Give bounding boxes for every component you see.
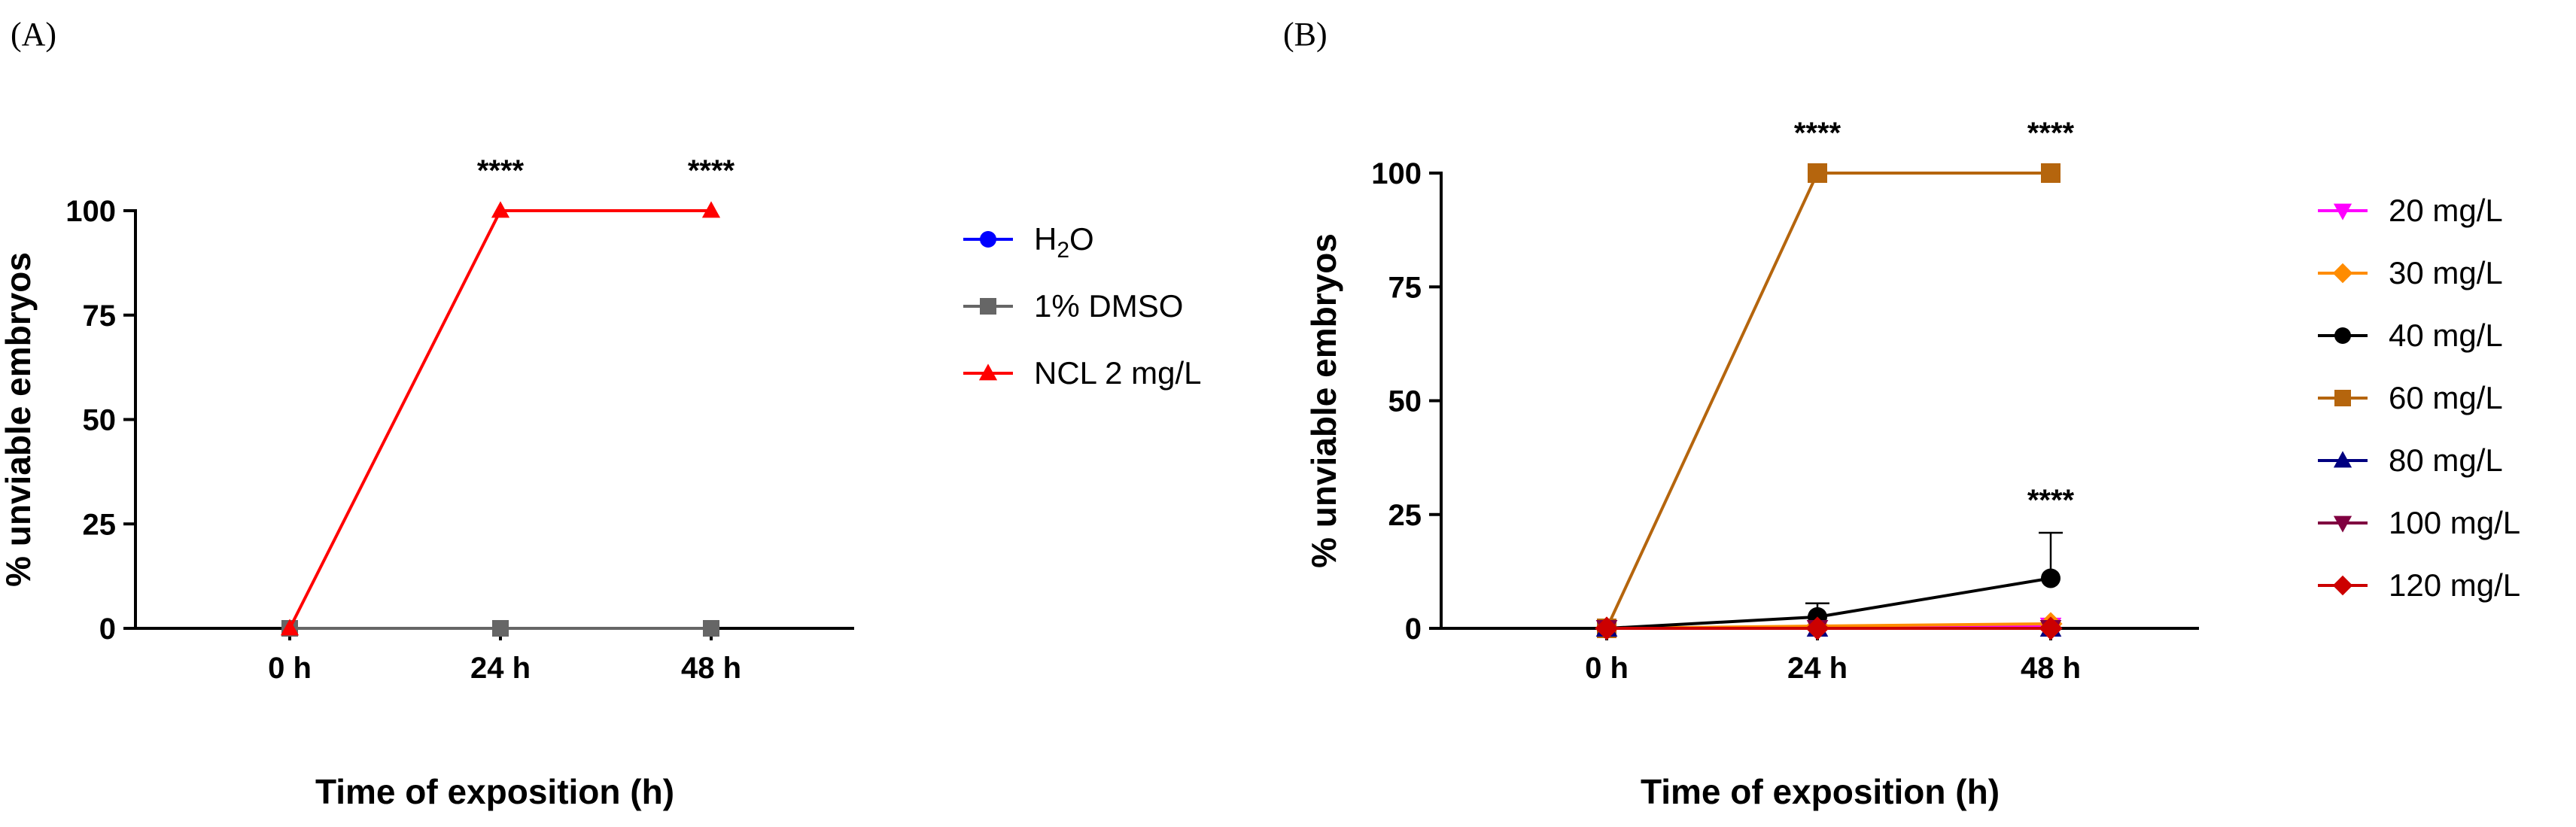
data-point: [703, 620, 719, 637]
data-point: [280, 619, 300, 636]
significance-label: ****: [2027, 117, 2075, 150]
legend-marker: [980, 298, 996, 315]
x-tick-label: 24 h: [1787, 652, 1848, 685]
legend-label: H2O: [1034, 221, 1094, 263]
legend-marker: [2333, 515, 2352, 533]
legend: 20 mg/L 30 mg/L 40 mg/L 60 mg/L 80 mg/L 100 m…: [2318, 193, 2520, 603]
x-tick-label: 48 h: [681, 652, 741, 685]
data-point: [2041, 568, 2060, 588]
x-tick-label: 0 h: [268, 652, 312, 685]
legend-marker: [2332, 263, 2353, 284]
legend-marker: [2333, 203, 2352, 220]
y-tick-label: 25: [83, 508, 117, 541]
y-axis-title: % unviable embryos: [0, 252, 38, 587]
chart-panel-a: (A) 0 25 50 75 100 0 h 24 h 48 h Time of expositi…: [0, 16, 1202, 811]
x-tick-label: 48 h: [2021, 652, 2081, 685]
data-point: [1595, 616, 1619, 640]
y-tick-label: 100: [65, 195, 116, 228]
y-axis-title: % unviable embryos: [1304, 233, 1343, 568]
x-axis-title: Time of exposition (h): [1641, 772, 2000, 811]
legend-marker: [978, 363, 998, 381]
y-tick-label: 50: [83, 404, 117, 437]
data-point: [701, 201, 721, 218]
legend-label: 40 mg/L: [2389, 318, 2503, 353]
legend-label: 60 mg/L: [2389, 380, 2503, 415]
data-point: [2039, 616, 2063, 640]
y-tick-label: 0: [1405, 613, 1422, 646]
legend-label: 1% DMSO: [1034, 288, 1183, 324]
y-tick-label: 50: [1388, 385, 1422, 418]
series-line: [1605, 172, 2051, 629]
data-point: [1808, 163, 1827, 183]
x-tick-label: 24 h: [470, 652, 531, 685]
legend: H2O 1% DMSO NCL 2 mg/L: [963, 221, 1202, 391]
x-tick-label: 0 h: [1585, 652, 1629, 685]
legend-label: 100 mg/L: [2389, 505, 2520, 540]
legend-label: 30 mg/L: [2389, 255, 2503, 290]
significance-label: ****: [2027, 484, 2075, 517]
data-point: [1805, 616, 1829, 640]
legend-marker: [2334, 390, 2351, 406]
legend-label: 80 mg/L: [2389, 442, 2503, 478]
data-point: [492, 620, 509, 637]
chart-panel-b: (B) 0 25 50 75 100 0 h 24 h 48 h Time of expositi…: [1283, 16, 2520, 811]
legend-label: 120 mg/L: [2389, 567, 2520, 603]
legend-label: NCL 2 mg/L: [1034, 355, 1202, 391]
legend-marker: [2334, 327, 2351, 344]
significance-label: ****: [688, 154, 735, 187]
significance-label: ****: [1794, 117, 1842, 150]
data-point: [491, 201, 510, 218]
significance-label: ****: [477, 154, 525, 187]
x-axis-title: Time of exposition (h): [315, 772, 674, 811]
legend-marker: [2333, 451, 2352, 468]
legend-label: 20 mg/L: [2389, 193, 2503, 228]
series-line: [288, 209, 711, 629]
y-tick-label: 25: [1388, 499, 1422, 532]
y-tick-label: 0: [99, 613, 116, 646]
y-tick-label: 100: [1371, 157, 1422, 190]
legend-marker: [980, 231, 996, 248]
y-tick-label: 75: [83, 299, 117, 333]
panel-label: (A): [11, 16, 56, 53]
panel-label: (B): [1283, 16, 1328, 53]
legend-marker: [2332, 575, 2353, 596]
data-point: [2041, 163, 2060, 183]
y-tick-label: 75: [1388, 271, 1422, 304]
